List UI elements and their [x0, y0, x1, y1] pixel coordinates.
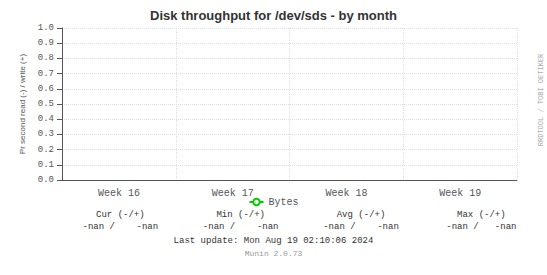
- svg-text:Min (-/+): Min (-/+): [216, 210, 265, 220]
- svg-text:Last update: Mon Aug 19 02:10:: Last update: Mon Aug 19 02:10:06 2024: [174, 236, 374, 246]
- svg-text:Week 17: Week 17: [212, 188, 254, 199]
- svg-text:0.0: 0.0: [38, 175, 54, 185]
- svg-text:0.6: 0.6: [38, 84, 54, 94]
- svg-text:-nan / -nan: -nan / -nan: [83, 222, 159, 232]
- svg-text:Week 16: Week 16: [98, 188, 140, 199]
- svg-text:Pr second read (-) / write (+): Pr second read (-) / write (+): [18, 54, 27, 155]
- svg-text:Munin 2.0.73: Munin 2.0.73: [245, 249, 303, 258]
- svg-text:0.9: 0.9: [38, 38, 54, 48]
- svg-text:0.5: 0.5: [38, 99, 54, 109]
- svg-text:-nan / -nan: -nan / -nan: [203, 222, 279, 232]
- svg-text:0.2: 0.2: [38, 145, 54, 155]
- svg-text:Week 19: Week 19: [439, 188, 481, 199]
- svg-text:0.1: 0.1: [38, 160, 54, 170]
- svg-text:Cur (-/+): Cur (-/+): [96, 210, 145, 220]
- svg-text:Week 18: Week 18: [325, 188, 367, 199]
- svg-text:Disk throughput for /dev/sds -: Disk throughput for /dev/sds - by month: [150, 8, 397, 23]
- svg-text:RRDTOOL / TOBI OETIKER: RRDTOOL / TOBI OETIKER: [537, 53, 545, 146]
- svg-text:0.3: 0.3: [38, 129, 54, 139]
- svg-text:-nan / -nan: -nan / -nan: [446, 222, 516, 232]
- svg-text:0.8: 0.8: [38, 53, 54, 63]
- svg-text:1.0: 1.0: [38, 23, 54, 33]
- svg-text:0.4: 0.4: [38, 114, 54, 124]
- svg-text:Avg (-/+): Avg (-/+): [337, 210, 386, 220]
- svg-text:-nan / -nan: -nan / -nan: [323, 222, 399, 232]
- svg-text:Bytes: Bytes: [268, 197, 298, 208]
- svg-text:0.7: 0.7: [38, 69, 54, 79]
- svg-text:Max (-/+): Max (-/+): [457, 210, 506, 220]
